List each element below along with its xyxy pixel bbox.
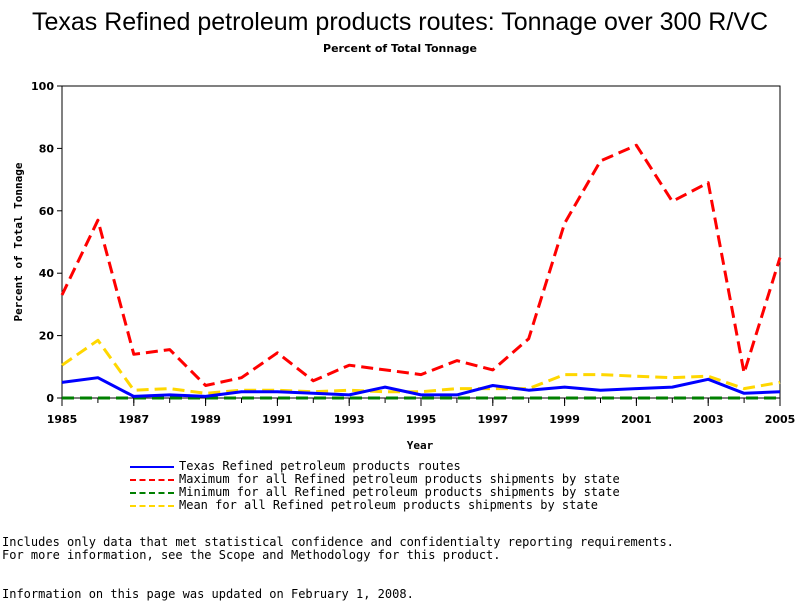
x-tick-label: 1997 xyxy=(477,413,508,426)
footnotes: Includes only data that met statistical … xyxy=(2,536,674,562)
series-line-0 xyxy=(61,376,781,398)
legend-label: Texas Refined petroleum products routes xyxy=(179,459,461,473)
line-chart: 0 20 40 60 80 100 1985 1987 1989 1991 1993 1995 199… xyxy=(12,80,796,452)
y-tick-label: 80 xyxy=(39,142,55,155)
series-lines xyxy=(60,143,782,400)
x-tick-label: 1985 xyxy=(47,413,78,426)
series-line-1 xyxy=(60,143,782,387)
x-tick-label: 2005 xyxy=(765,413,796,426)
x-tick-label: 1993 xyxy=(334,413,365,426)
x-tick-label: 1991 xyxy=(262,413,293,426)
y-tick-label: 0 xyxy=(46,392,54,405)
x-tick-label: 1989 xyxy=(190,413,221,426)
x-tick-label: 2001 xyxy=(621,413,652,426)
y-tick-label: 60 xyxy=(39,205,55,218)
y-tick-label: 40 xyxy=(39,267,55,280)
x-tick-label: 1995 xyxy=(406,413,437,426)
chart-title: Texas Refined petroleum products routes:… xyxy=(31,8,769,36)
y-axis: 0 20 40 60 80 100 xyxy=(31,80,62,405)
x-axis-title: Year xyxy=(407,439,434,452)
legend-item: Mean for all Refined petroleum products … xyxy=(130,499,620,512)
y-tick-label: 20 xyxy=(39,330,55,343)
legend-label: Maximum for all Refined petroleum produc… xyxy=(179,472,620,486)
footnote-confidence: Includes only data that met statistical … xyxy=(2,535,674,549)
legend-item: Maximum for all Refined petroleum produc… xyxy=(130,473,620,486)
x-tick-label: 2003 xyxy=(693,413,724,426)
legend-swatch xyxy=(130,504,174,507)
x-tick-label: 1999 xyxy=(549,413,580,426)
update-notice: Information on this page was updated on … xyxy=(2,587,414,601)
y-axis-title: Percent of Total Tonnage xyxy=(12,162,25,321)
legend-label: Minimum for all Refined petroleum produc… xyxy=(179,485,620,499)
legend-swatch xyxy=(130,465,174,468)
y-tick-label: 100 xyxy=(31,80,54,93)
legend-item: Texas Refined petroleum products routes xyxy=(130,460,620,473)
legend-swatch xyxy=(130,491,174,494)
x-axis: 1985 1987 1989 1991 1993 1995 1997 1999 2001 2003… xyxy=(47,398,796,426)
legend-label: Mean for all Refined petroleum products … xyxy=(179,498,599,512)
chart-subtitle: Percent of Total Tonnage xyxy=(323,42,477,55)
x-tick-label: 1987 xyxy=(118,413,149,426)
footnote-methodology: For more information, see the Scope and … xyxy=(2,548,501,562)
legend-swatch xyxy=(130,478,174,481)
legend-item: Minimum for all Refined petroleum produc… xyxy=(130,486,620,499)
series-line-3 xyxy=(61,338,781,395)
legend: Texas Refined petroleum products routes M… xyxy=(130,460,620,512)
